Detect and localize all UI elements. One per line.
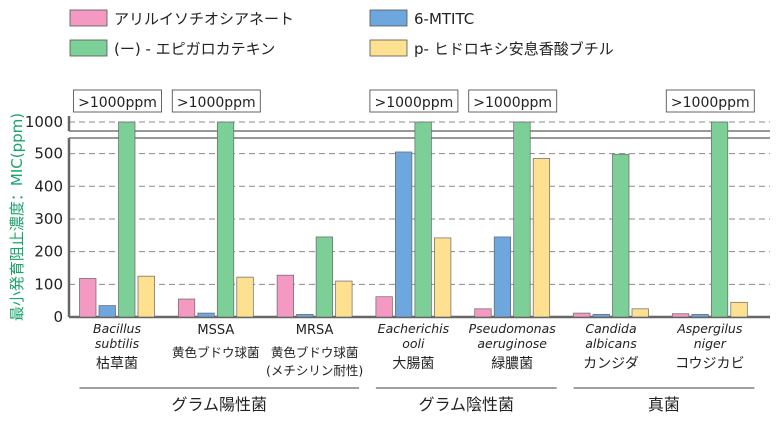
y-tick-label: 500 xyxy=(34,145,63,163)
legend-swatch xyxy=(69,9,108,27)
bar xyxy=(118,121,136,318)
y-tick-label: 0 xyxy=(53,308,63,326)
category-groups: グラム陽性菌 グラム陰性菌 真菌 xyxy=(79,387,755,414)
bar xyxy=(691,314,709,318)
category-sci-name: Eacherichis xyxy=(378,321,450,336)
bar xyxy=(137,275,155,318)
annotation-box xyxy=(468,89,558,113)
annotation-box xyxy=(171,89,261,113)
bar xyxy=(434,237,452,318)
category-sci-name: Aspergilus xyxy=(676,321,743,336)
category-jp-name: (メチシリン耐性) xyxy=(266,363,363,378)
bar xyxy=(296,314,314,318)
annotation-box xyxy=(369,89,459,113)
category-sci-name: Pseudomonas xyxy=(469,321,557,336)
bar xyxy=(414,121,432,318)
category-sci-name: ooli xyxy=(402,336,425,351)
annotation-label: >1000ppm xyxy=(177,95,256,111)
bar xyxy=(730,301,748,318)
annotation-label: >1000ppm xyxy=(375,95,454,111)
category-sci-name: Bacillus xyxy=(93,321,141,336)
bar xyxy=(197,312,215,318)
bar xyxy=(335,280,353,318)
y-tick-label: 100 xyxy=(34,275,63,293)
annotation-label: >1000ppm xyxy=(78,95,157,111)
legend-label: 6-MTITC xyxy=(414,10,474,28)
category-sci-name: albicans xyxy=(585,336,637,351)
category-sci-name: subtilis xyxy=(95,336,140,351)
annotations: >1000ppm >1000ppm >1000ppm >1000ppm >1000ppm xyxy=(73,89,755,113)
bar xyxy=(395,151,413,318)
y-tick-label: 400 xyxy=(34,177,63,195)
y-axis-label: 最小発育阻止濃度：MIC(ppm) xyxy=(8,113,26,321)
bar xyxy=(177,298,196,318)
y-tick-label: 200 xyxy=(34,243,63,261)
category-jp-name: 緑膿菌 xyxy=(491,356,533,372)
annotation-box xyxy=(665,89,755,113)
category-jp-name: 黄色ブドウ球菌 xyxy=(271,345,359,360)
category-jp-name: コウジカビ xyxy=(675,356,744,372)
category-jp-name: 枯草菌 xyxy=(96,356,138,372)
annotation-label: >1000ppm xyxy=(671,95,750,111)
bar xyxy=(592,314,610,318)
bar xyxy=(474,308,492,318)
bar xyxy=(216,121,235,318)
group-label: 真菌 xyxy=(648,395,680,414)
legend-swatch xyxy=(69,39,108,57)
y-tick-label: 300 xyxy=(34,210,63,228)
bar xyxy=(631,308,649,318)
category-jp-name: 大腸菌 xyxy=(392,356,434,372)
annotation-label: >1000ppm xyxy=(473,95,552,111)
legend-swatch xyxy=(369,9,408,27)
legend-swatch xyxy=(369,39,408,57)
bar xyxy=(532,158,551,318)
bar xyxy=(236,276,254,318)
bar xyxy=(98,305,116,318)
category-abbr: MRSA xyxy=(296,323,334,338)
bar xyxy=(671,313,690,318)
bar xyxy=(573,312,591,318)
bar xyxy=(513,121,531,318)
annotation-box xyxy=(73,89,162,113)
category-sci-name: Candida xyxy=(585,321,636,336)
bar xyxy=(375,296,393,318)
y-tick-label: 1000 xyxy=(25,113,63,131)
group-label: グラム陰性菌 xyxy=(419,395,515,414)
category-sci-name: niger xyxy=(694,336,727,351)
bar xyxy=(493,236,512,318)
legend-label: p- ヒドロキシ安息香酸ブチル xyxy=(414,40,614,58)
bar xyxy=(612,153,630,318)
category-jp-name: 黄色ブドウ球菌 xyxy=(172,345,260,360)
category-sci-name: aeruginose xyxy=(477,336,547,351)
legend: アリルイソチオシアネート 6-MTITC (ー) - エピガロカテキン p- ヒドロキ… xyxy=(69,9,614,58)
legend-label: (ー) - エピガロカテキン xyxy=(114,40,275,58)
bar xyxy=(710,121,729,318)
bar xyxy=(276,274,294,318)
bars xyxy=(79,121,748,318)
group-label: グラム陽性菌 xyxy=(172,395,268,414)
legend-label: アリルイソチオシアネート xyxy=(114,10,294,28)
category-jp-name: カンジダ xyxy=(583,356,639,372)
category-abbr: MSSA xyxy=(197,323,234,338)
bar xyxy=(315,236,333,318)
bar xyxy=(79,278,97,318)
